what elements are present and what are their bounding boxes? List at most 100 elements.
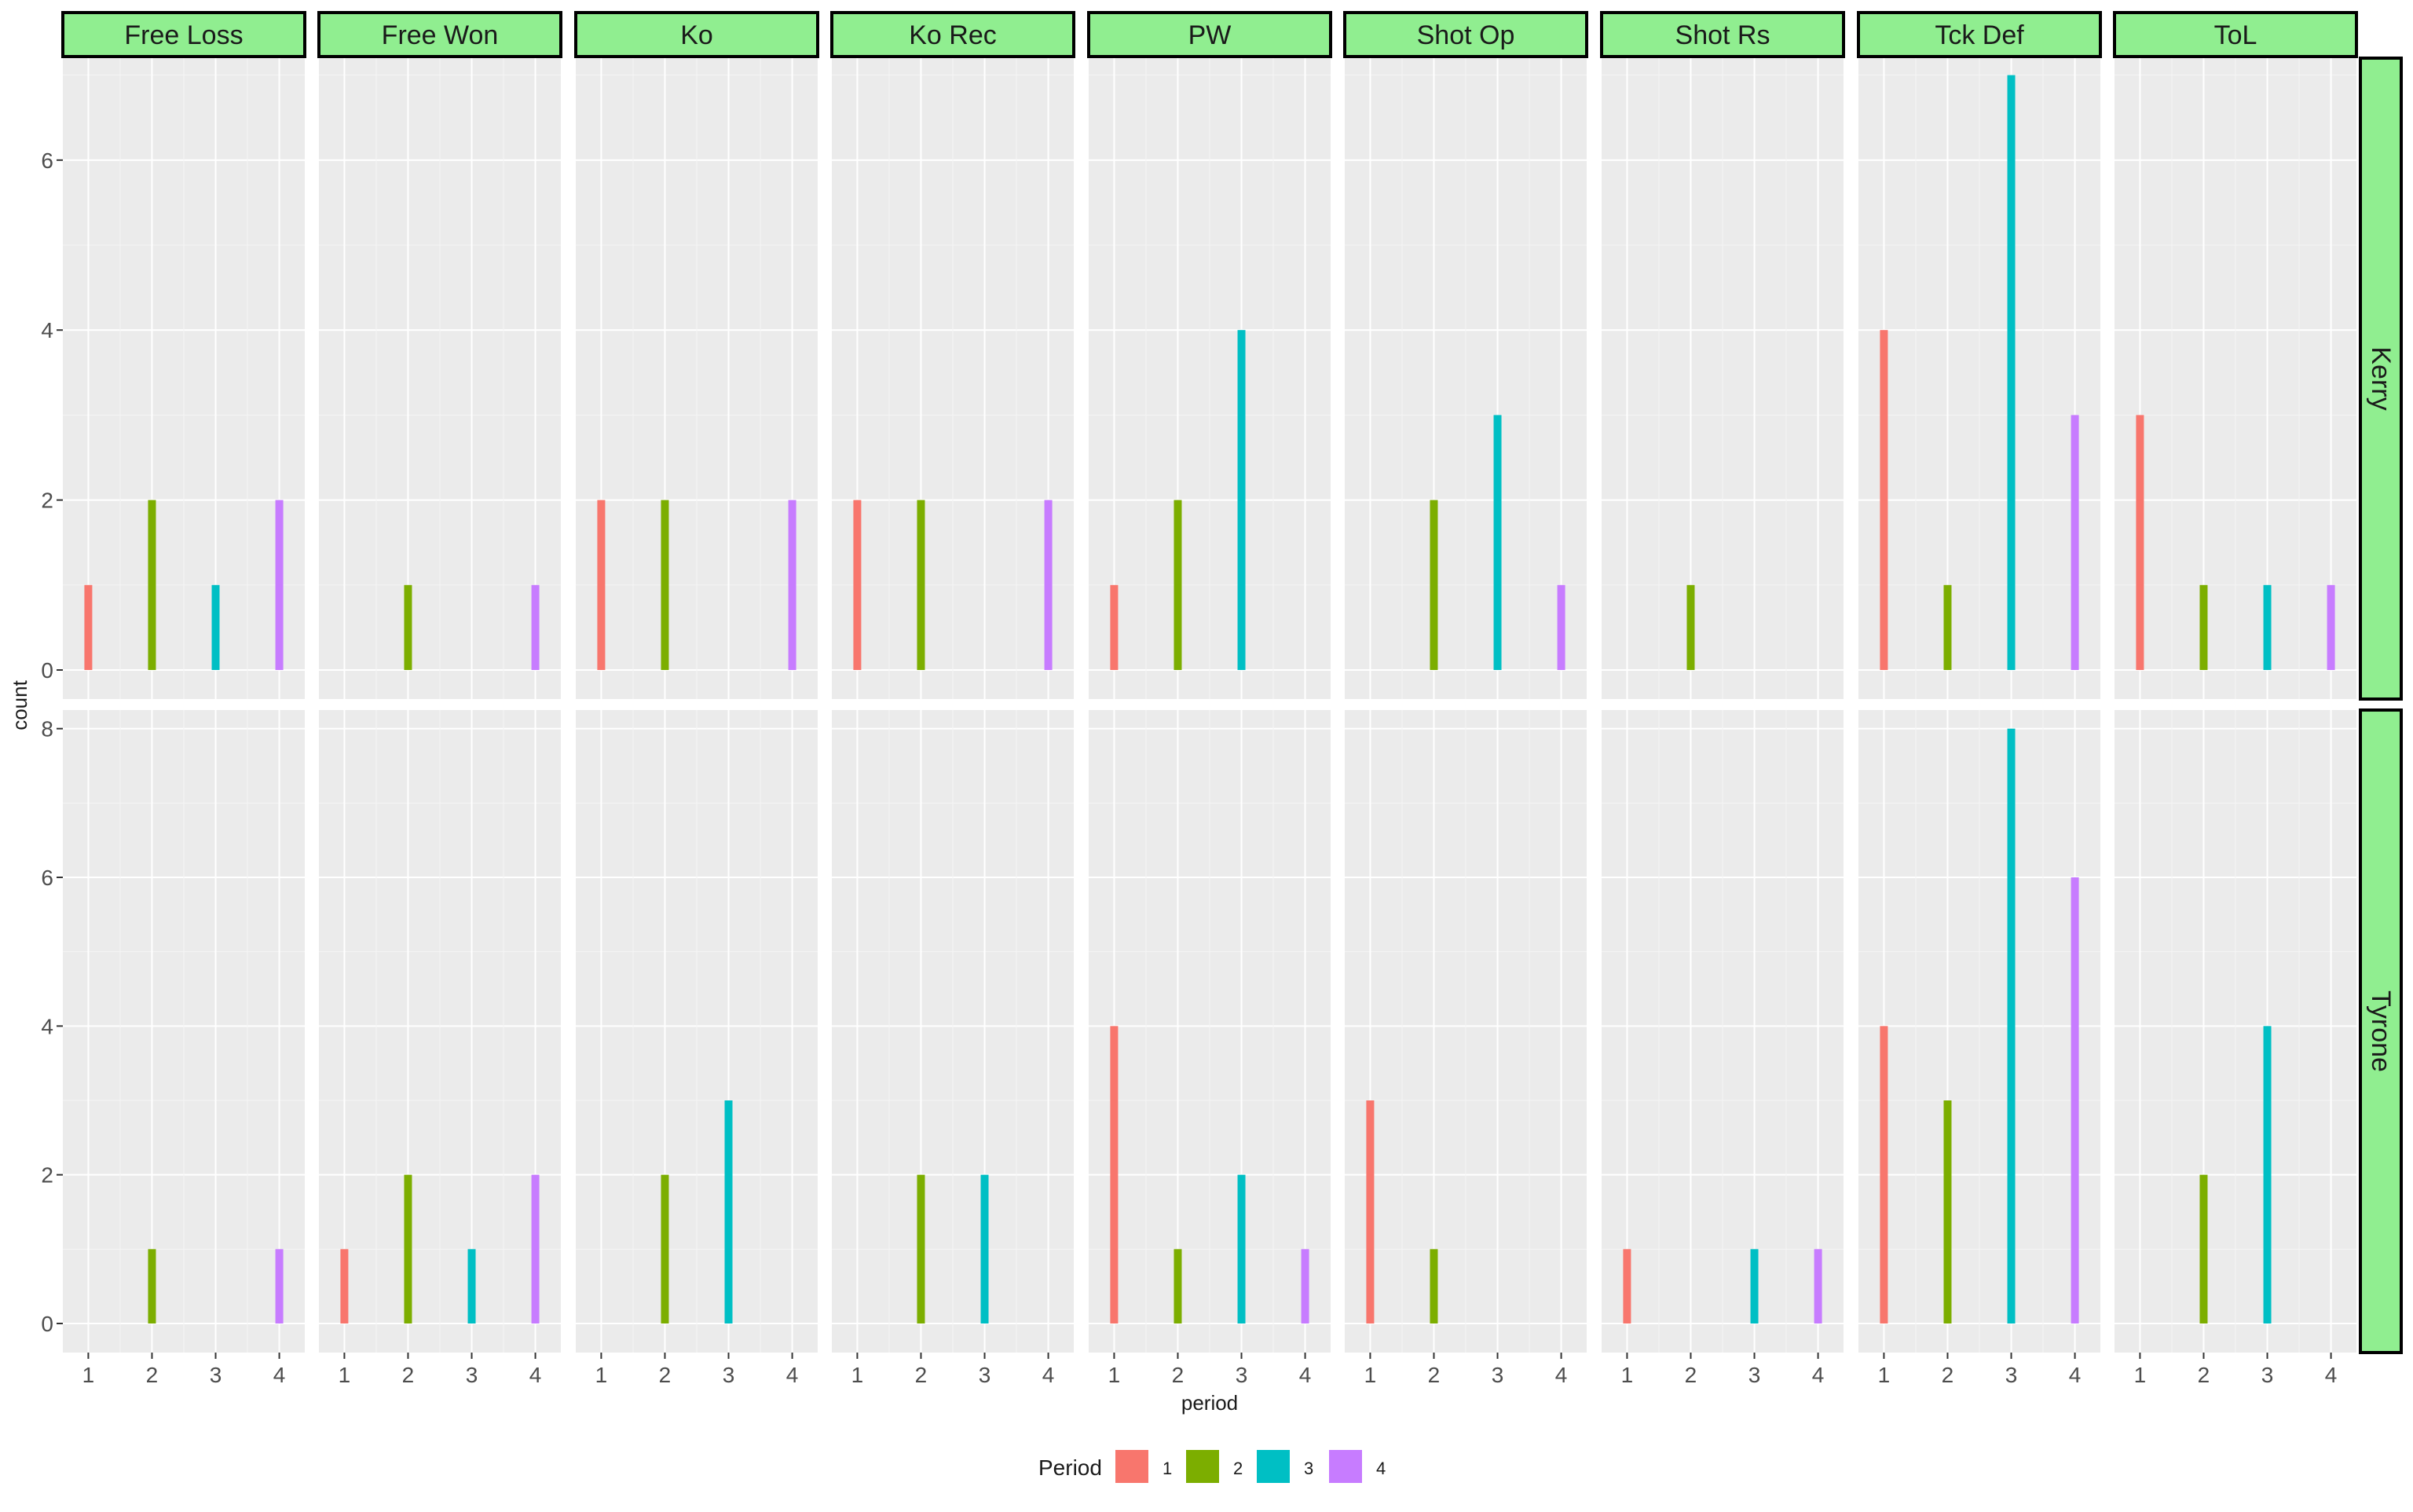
legend-label: 3 xyxy=(1304,1459,1313,1478)
facet-strip-label: Shot Op xyxy=(1417,20,1515,50)
facet-strip-tck-def xyxy=(1857,11,2102,58)
bar-kerry-pw-period-3 xyxy=(1237,330,1246,670)
bar-tyrone-shot-rs-period-3 xyxy=(1750,1249,1759,1323)
facet-strip-tyrone xyxy=(2359,708,2403,1354)
facet-strip-label: Free Loss xyxy=(124,20,243,50)
x-tick-label: 3 xyxy=(1236,1363,1248,1387)
x-tick-label: 4 xyxy=(529,1363,542,1387)
legend-swatch-4 xyxy=(1329,1450,1362,1483)
legend-label: 1 xyxy=(1163,1459,1172,1478)
facet-strip-label: Kerry xyxy=(2366,346,2396,410)
x-tick-label: 4 xyxy=(1299,1363,1312,1387)
x-tick-label: 2 xyxy=(2198,1363,2210,1387)
facet-strip-ko-rec xyxy=(830,11,1075,58)
y-tick-label: 6 xyxy=(41,148,53,173)
bar-kerry-free-loss-period-3 xyxy=(211,584,220,670)
x-tick-label: 4 xyxy=(1555,1363,1568,1387)
x-tick-label: 2 xyxy=(402,1363,415,1387)
x-tick-label: 4 xyxy=(2325,1363,2338,1387)
bar-tyrone-tol-period-3 xyxy=(2263,1026,2272,1323)
x-tick-label: 3 xyxy=(466,1363,478,1387)
x-tick-label: 1 xyxy=(339,1363,351,1387)
bar-tyrone-ko-rec-period-3 xyxy=(980,1174,989,1323)
y-tick-label: 4 xyxy=(41,1014,53,1038)
y-tick-label: 2 xyxy=(41,489,53,513)
bar-kerry-shot-op-period-3 xyxy=(1493,415,1502,670)
x-tick-label: 3 xyxy=(2261,1363,2274,1387)
facet-strip-free-loss xyxy=(61,11,306,58)
bar-kerry-free-loss-period-4 xyxy=(275,500,284,670)
facet-strip-shot-op xyxy=(1343,11,1588,58)
bar-tyrone-free-won-period-3 xyxy=(467,1249,476,1323)
x-tick-label: 2 xyxy=(1942,1363,1954,1387)
x-tick-label: 1 xyxy=(1878,1363,1891,1387)
facet-strip-label: Ko Rec xyxy=(909,20,997,50)
y-tick-label: 4 xyxy=(41,318,53,342)
facet-strip-free-won xyxy=(317,11,562,58)
facet-strip-label: Free Won xyxy=(382,20,499,50)
facet-strip-label: Ko xyxy=(680,20,713,50)
bar-kerry-ko-rec-period-2 xyxy=(917,500,925,670)
x-tick-label: 3 xyxy=(979,1363,991,1387)
facet-strip-label: Tyrone xyxy=(2366,990,2396,1072)
x-tick-label: 3 xyxy=(2005,1363,2018,1387)
y-tick-label: 8 xyxy=(41,717,53,741)
bar-tyrone-shot-op-period-1 xyxy=(1366,1100,1375,1323)
bar-tyrone-tck-def-period-4 xyxy=(2071,877,2079,1323)
facet-strip-pw xyxy=(1087,11,1332,58)
bar-kerry-ko-period-4 xyxy=(788,500,796,670)
x-tick-label: 1 xyxy=(595,1363,608,1387)
facet-strip-tol xyxy=(2113,11,2358,58)
y-tick-label: 0 xyxy=(41,658,53,683)
x-tick-label: 2 xyxy=(1172,1363,1185,1387)
legend-swatch-1 xyxy=(1115,1450,1148,1483)
x-tick-label: 3 xyxy=(1492,1363,1504,1387)
x-tick-label: 3 xyxy=(1748,1363,1761,1387)
bar-kerry-tol-period-1 xyxy=(2136,415,2144,670)
bar-tyrone-pw-period-1 xyxy=(1110,1026,1119,1323)
x-tick-label: 1 xyxy=(2134,1363,2147,1387)
bar-kerry-tol-period-3 xyxy=(2263,584,2272,670)
y-tick-label: 0 xyxy=(41,1312,53,1336)
bar-kerry-tol-period-2 xyxy=(2199,584,2208,670)
bar-kerry-free-loss-period-2 xyxy=(148,500,156,670)
bar-tyrone-ko-period-2 xyxy=(661,1174,669,1323)
bar-tyrone-tck-def-period-3 xyxy=(2007,728,2016,1323)
bar-kerry-tol-period-4 xyxy=(2327,584,2335,670)
bar-kerry-pw-period-1 xyxy=(1110,584,1119,670)
x-tick-label: 2 xyxy=(146,1363,159,1387)
x-tick-label: 2 xyxy=(1685,1363,1697,1387)
bar-tyrone-shot-op-period-2 xyxy=(1430,1249,1438,1323)
bar-kerry-shot-op-period-2 xyxy=(1430,500,1438,670)
x-axis-title: period xyxy=(1181,1391,1238,1415)
facet-strip-kerry xyxy=(2359,57,2403,701)
x-tick-label: 2 xyxy=(915,1363,928,1387)
facet-strip-label: Tck Def xyxy=(1935,20,2024,50)
bar-tyrone-free-won-period-2 xyxy=(404,1174,412,1323)
bar-kerry-shot-rs-period-2 xyxy=(1686,584,1695,670)
bar-tyrone-tol-period-2 xyxy=(2199,1174,2208,1323)
legend-swatch-3 xyxy=(1257,1450,1290,1483)
bar-kerry-ko-period-1 xyxy=(597,500,606,670)
legend-swatch-2 xyxy=(1186,1450,1219,1483)
bar-kerry-shot-op-period-4 xyxy=(1557,584,1565,670)
bar-tyrone-ko-rec-period-2 xyxy=(917,1174,925,1323)
bar-tyrone-free-loss-period-4 xyxy=(275,1249,284,1323)
x-tick-label: 3 xyxy=(210,1363,222,1387)
x-tick-label: 4 xyxy=(273,1363,286,1387)
y-axis-title: count xyxy=(8,679,31,730)
x-tick-label: 1 xyxy=(851,1363,864,1387)
facet-strip-label: Shot Rs xyxy=(1675,20,1770,50)
x-tick-label: 1 xyxy=(82,1363,95,1387)
x-tick-label: 2 xyxy=(659,1363,672,1387)
bar-tyrone-free-loss-period-2 xyxy=(148,1249,156,1323)
x-tick-label: 4 xyxy=(1042,1363,1055,1387)
bar-tyrone-shot-rs-period-4 xyxy=(1814,1249,1822,1323)
facet-strip-label: PW xyxy=(1188,20,1232,50)
bar-tyrone-free-won-period-4 xyxy=(531,1174,540,1323)
bar-tyrone-ko-period-3 xyxy=(724,1100,733,1323)
x-tick-label: 1 xyxy=(1364,1363,1377,1387)
facet-strip-label: ToL xyxy=(2214,20,2257,50)
